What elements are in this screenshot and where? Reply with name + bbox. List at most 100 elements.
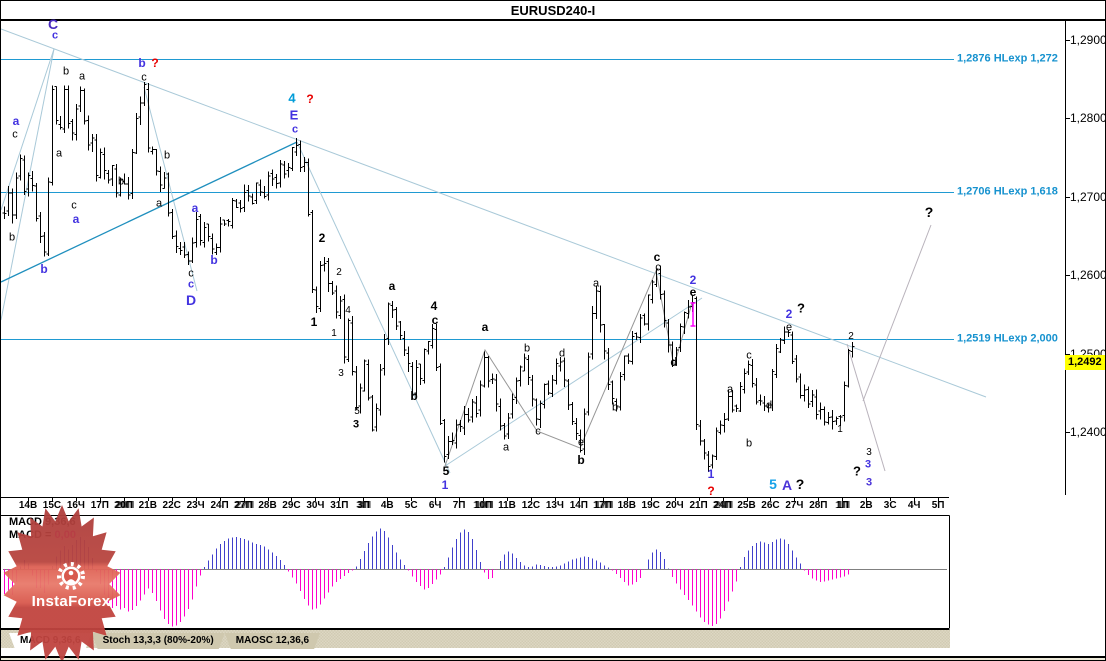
macd-panel-border [1, 515, 950, 630]
trendline [1, 28, 987, 398]
trendline [1, 48, 55, 321]
fib-level-label[interactable]: 1,2706 HLexp 1,618 [957, 185, 1058, 198]
price-tick-label: 1,2400 [1070, 425, 1106, 439]
date-label: 20П [114, 500, 133, 511]
date-label: 25В [737, 500, 756, 511]
trendline [143, 86, 198, 292]
wave-label: ? [707, 484, 715, 498]
wave-zigzag-line [444, 269, 693, 467]
date-label: 10П [473, 500, 493, 511]
wave-label: ? [853, 463, 861, 479]
macd-value-prefix: MACD = [9, 529, 55, 541]
wave-label: 5 [769, 476, 777, 492]
wave-label: c [746, 349, 752, 362]
date-label: 5П [931, 500, 945, 511]
wave-label: 1 [441, 478, 449, 492]
wave-label: c [653, 250, 661, 264]
wave-label: 2 [689, 273, 697, 287]
wave-label: a [388, 279, 396, 293]
wave-label: b [745, 437, 753, 450]
wave-label: b [163, 149, 171, 162]
macd-histogram-positive [20, 528, 801, 569]
date-label: 2В [859, 500, 873, 511]
date-label: 4В [380, 500, 394, 511]
wave-label: c [71, 199, 77, 212]
macd-indicator-label: MACD 9,36,6 [9, 516, 76, 528]
date-label: 3С [883, 500, 897, 511]
tab-bar-right-spacer [950, 630, 1105, 648]
indicator-tab-stoch[interactable]: Stoch 13,3,3 (80%-20%) [92, 633, 225, 649]
wave-label: b [210, 253, 218, 267]
wave-label: 3 [338, 368, 344, 379]
date-label: 14В [18, 500, 38, 511]
date-label: 19С [641, 500, 660, 511]
date-label: 23Ч [186, 500, 205, 511]
window-bottom-strip [1, 658, 1105, 660]
wave-label: c [291, 123, 299, 136]
price-chart-canvas[interactable] [1, 20, 1106, 501]
wave-label: 2 [336, 267, 342, 278]
date-label: 3П [356, 500, 370, 511]
trendline [444, 297, 703, 467]
wave-label: 5 [354, 406, 360, 417]
date-label: 29С [282, 500, 301, 511]
magenta-marker [690, 302, 696, 327]
wave-label: b [117, 175, 125, 188]
wave-label: c [12, 128, 18, 141]
status-gap [1, 648, 1105, 656]
title-separator [1, 19, 1105, 21]
instaforex-logo: InstaForex [3, 505, 121, 660]
date-label: 13Ч [545, 500, 564, 511]
wave-label: c [188, 267, 194, 280]
trendline [296, 141, 451, 474]
date-label: 16Ч [66, 500, 85, 511]
date-label: 7П [452, 500, 466, 511]
wave-label: a [592, 277, 600, 290]
logo-text: InstaForex [32, 593, 111, 610]
wave-label: b [611, 401, 619, 414]
date-label: 28В [258, 500, 277, 511]
wave-label: 2 [848, 331, 854, 342]
wave-label: A [781, 477, 793, 493]
wave-label: ? [306, 92, 314, 106]
date-label: 11В [498, 500, 516, 511]
wave-label: 1 [707, 467, 715, 481]
wave-label: 2 [785, 307, 793, 321]
date-label: 5С [404, 500, 418, 511]
wave-label: a [191, 201, 199, 215]
current-price-tag: 1,2492 [1065, 355, 1105, 370]
logo-gear-icon [57, 562, 85, 590]
wave-label: 3 [864, 458, 872, 471]
wave-label: c [431, 313, 439, 327]
wave-label: a [12, 114, 20, 128]
price-tick-label: 1,2600 [1070, 268, 1106, 282]
wave-label: e [689, 285, 697, 299]
wave-label: 3 [865, 476, 873, 489]
macd-indicator-canvas[interactable] [1, 514, 951, 631]
wave-label: b [62, 65, 70, 78]
fib-level-label[interactable]: 1,2876 HLexp 1,272 [957, 52, 1058, 65]
fib-level-label[interactable]: 1,2519 HLexp 2,000 [957, 332, 1058, 345]
date-label: 15С [42, 500, 62, 511]
indicator-tab-maosc[interactable]: MAOSC 12,36,6 [225, 633, 320, 649]
wave-label: d [765, 399, 773, 412]
price-tick-label: 1,2800 [1070, 111, 1106, 125]
wave-label: 4 [288, 90, 296, 106]
wave-label: c [141, 71, 147, 84]
date-label: 6Ч [428, 500, 442, 511]
date-label: 24П [210, 500, 229, 511]
macd-histogram-negative [4, 569, 849, 627]
date-label: 24П [713, 500, 732, 511]
date-label: 4Ч [907, 500, 921, 511]
wave-label: e [785, 321, 793, 334]
ohlc-bars [2, 82, 855, 473]
wave-label: 4 [345, 305, 351, 316]
date-label: 17П [90, 500, 109, 511]
axis-lines [1, 20, 1070, 501]
wave-label: b [410, 389, 418, 403]
logo-person-icon [68, 570, 74, 576]
wave-label: c [187, 278, 195, 291]
wave-label: 1 [310, 315, 318, 329]
wave-label: a [155, 197, 163, 210]
